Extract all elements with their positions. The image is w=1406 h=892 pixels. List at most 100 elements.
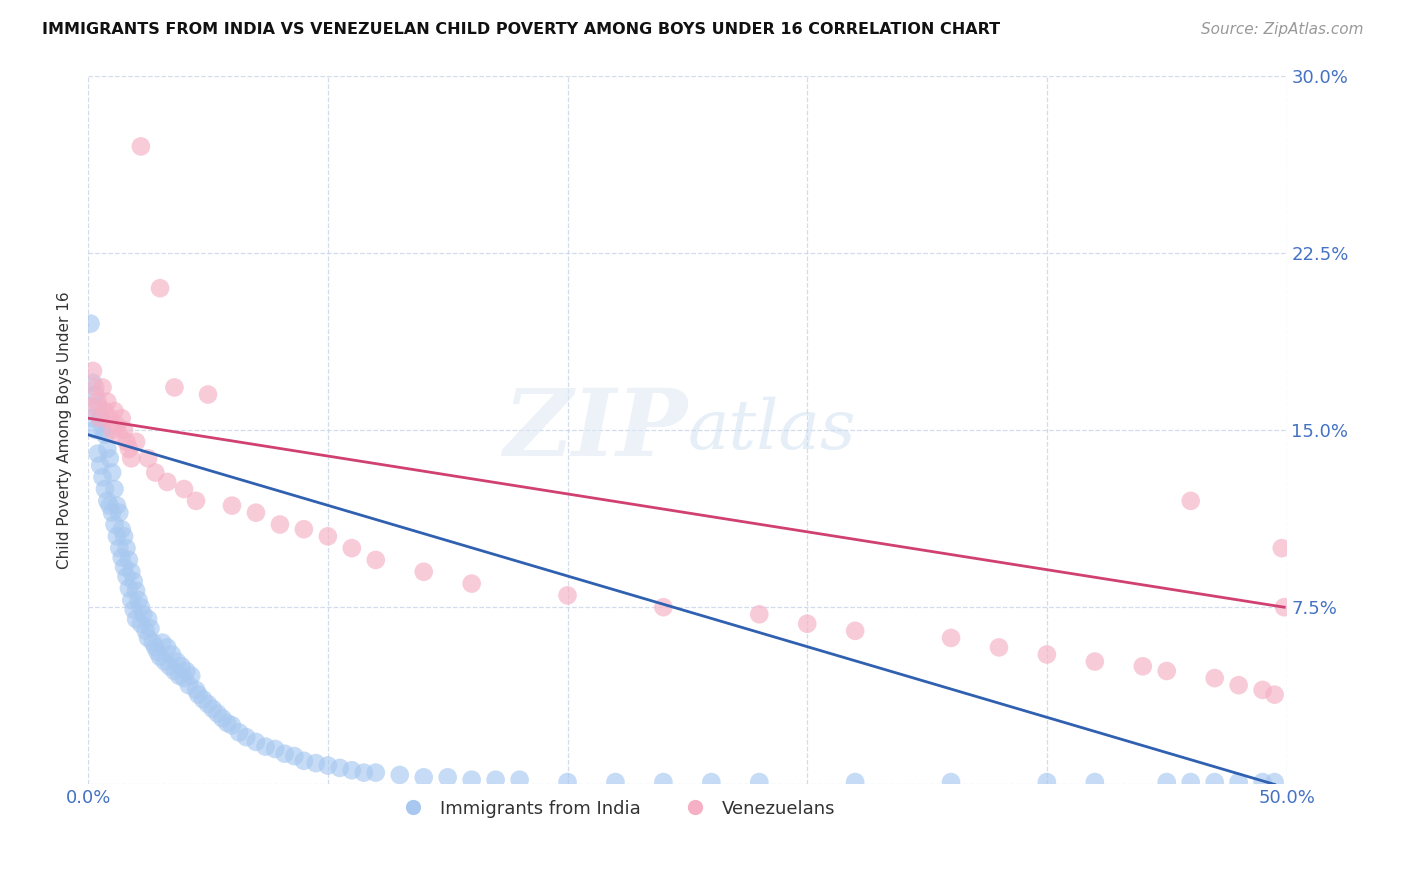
Point bbox=[264, 742, 287, 756]
Point bbox=[316, 758, 339, 772]
Point bbox=[89, 411, 111, 425]
Point bbox=[159, 659, 181, 673]
Point bbox=[184, 682, 207, 697]
Point bbox=[460, 772, 482, 787]
Point bbox=[180, 669, 202, 683]
Point bbox=[1156, 664, 1178, 678]
Point bbox=[173, 671, 195, 685]
Point bbox=[153, 655, 176, 669]
Point bbox=[136, 451, 159, 466]
Point bbox=[748, 607, 770, 622]
Point bbox=[82, 376, 104, 390]
Point bbox=[111, 522, 134, 536]
Point bbox=[1204, 671, 1226, 685]
Point bbox=[142, 635, 165, 649]
Point bbox=[1204, 775, 1226, 789]
Point bbox=[152, 635, 174, 649]
Point bbox=[84, 387, 107, 401]
Point bbox=[115, 434, 138, 449]
Point bbox=[91, 423, 114, 437]
Point bbox=[160, 648, 183, 662]
Point bbox=[353, 765, 375, 780]
Point bbox=[1036, 775, 1059, 789]
Point bbox=[364, 765, 387, 780]
Point bbox=[120, 451, 142, 466]
Point bbox=[987, 640, 1010, 655]
Point bbox=[316, 529, 339, 543]
Point bbox=[127, 593, 149, 607]
Point bbox=[132, 607, 155, 622]
Point bbox=[273, 747, 295, 761]
Point bbox=[139, 622, 162, 636]
Point bbox=[557, 588, 579, 602]
Text: ZIP: ZIP bbox=[503, 385, 688, 475]
Point bbox=[167, 669, 190, 683]
Point bbox=[1084, 655, 1107, 669]
Point bbox=[652, 775, 675, 789]
Point bbox=[388, 768, 411, 782]
Point bbox=[129, 616, 152, 631]
Point bbox=[412, 770, 434, 784]
Point bbox=[84, 423, 107, 437]
Point bbox=[1227, 775, 1250, 789]
Point bbox=[1180, 775, 1202, 789]
Point bbox=[269, 517, 291, 532]
Point bbox=[796, 616, 818, 631]
Point bbox=[211, 711, 233, 725]
Point bbox=[1084, 775, 1107, 789]
Point bbox=[136, 612, 159, 626]
Point bbox=[112, 529, 135, 543]
Point bbox=[245, 506, 267, 520]
Point bbox=[844, 775, 866, 789]
Point bbox=[163, 664, 186, 678]
Point bbox=[122, 602, 145, 616]
Point bbox=[94, 427, 117, 442]
Point bbox=[245, 735, 267, 749]
Point bbox=[149, 281, 172, 295]
Point bbox=[1156, 775, 1178, 789]
Point bbox=[111, 411, 134, 425]
Point bbox=[201, 702, 224, 716]
Point bbox=[187, 688, 209, 702]
Point bbox=[98, 499, 121, 513]
Point bbox=[436, 770, 458, 784]
Point bbox=[108, 541, 131, 555]
Point bbox=[108, 506, 131, 520]
Point bbox=[292, 522, 315, 536]
Text: IMMIGRANTS FROM INDIA VS VENEZUELAN CHILD POVERTY AMONG BOYS UNDER 16 CORRELATIO: IMMIGRANTS FROM INDIA VS VENEZUELAN CHIL… bbox=[42, 22, 1000, 37]
Point bbox=[173, 482, 195, 496]
Point bbox=[103, 404, 125, 418]
Point bbox=[111, 550, 134, 565]
Point bbox=[340, 764, 363, 778]
Point bbox=[1132, 659, 1154, 673]
Text: Source: ZipAtlas.com: Source: ZipAtlas.com bbox=[1201, 22, 1364, 37]
Point bbox=[135, 624, 157, 638]
Point bbox=[84, 380, 107, 394]
Point bbox=[125, 612, 148, 626]
Point bbox=[1272, 600, 1295, 615]
Point bbox=[82, 411, 104, 425]
Point bbox=[1180, 494, 1202, 508]
Point bbox=[254, 739, 277, 754]
Point bbox=[87, 447, 110, 461]
Legend: Immigrants from India, Venezuelans: Immigrants from India, Venezuelans bbox=[388, 793, 844, 825]
Point bbox=[91, 470, 114, 484]
Point bbox=[1271, 541, 1294, 555]
Point bbox=[101, 506, 124, 520]
Point bbox=[103, 482, 125, 496]
Point bbox=[129, 139, 152, 153]
Point bbox=[197, 697, 219, 711]
Point bbox=[136, 631, 159, 645]
Point bbox=[485, 772, 508, 787]
Point bbox=[96, 442, 118, 456]
Point bbox=[207, 706, 229, 721]
Point bbox=[87, 400, 110, 414]
Point bbox=[235, 730, 257, 744]
Point bbox=[125, 583, 148, 598]
Point bbox=[1264, 688, 1286, 702]
Point bbox=[96, 494, 118, 508]
Point bbox=[329, 761, 352, 775]
Point bbox=[149, 649, 172, 664]
Point bbox=[112, 560, 135, 574]
Point bbox=[939, 631, 962, 645]
